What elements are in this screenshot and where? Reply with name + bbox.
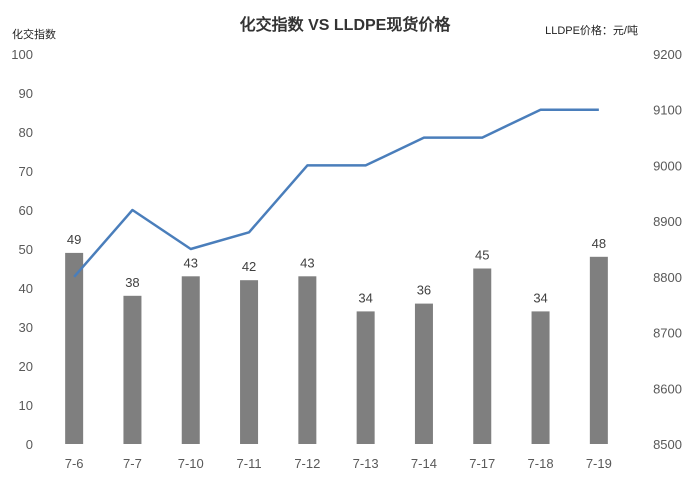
right-tick-label: 9200 <box>653 47 682 62</box>
x-tick-label: 7-14 <box>411 456 437 471</box>
bar <box>414 303 433 444</box>
left-tick-label: 0 <box>26 437 33 452</box>
bar <box>589 256 608 444</box>
right-tick-label: 8600 <box>653 381 682 396</box>
x-tick-label: 7-11 <box>237 456 262 471</box>
right-tick-label: 9000 <box>653 158 682 173</box>
bar-data-label: 42 <box>242 259 256 274</box>
bar <box>65 252 84 444</box>
right-axis-label: LLDPE价格：元/吨 <box>545 23 638 37</box>
bar <box>298 276 317 444</box>
bar-data-label: 43 <box>300 255 314 270</box>
left-tick-label: 40 <box>19 281 33 296</box>
bar-data-label: 45 <box>475 248 489 263</box>
bar-data-label: 43 <box>184 255 198 270</box>
left-tick-label: 60 <box>19 203 33 218</box>
left-tick-label: 20 <box>19 359 33 374</box>
left-tick-label: 10 <box>19 398 33 413</box>
x-tick-label: 7-7 <box>123 456 142 471</box>
left-tick-label: 80 <box>19 125 33 140</box>
x-tick-label: 7-19 <box>586 456 612 471</box>
x-tick-label: 7-12 <box>294 456 320 471</box>
x-tick-label: 7-10 <box>178 456 204 471</box>
x-tick-label: 7-13 <box>353 456 379 471</box>
bar-data-label: 34 <box>533 290 547 305</box>
left-tick-label: 30 <box>19 320 33 335</box>
bar-data-label: 34 <box>358 290 372 305</box>
bar <box>240 280 259 444</box>
right-tick-label: 8500 <box>653 437 682 452</box>
left-tick-label: 100 <box>11 47 33 62</box>
bar <box>356 311 375 444</box>
right-tick-label: 8800 <box>653 270 682 285</box>
price-line <box>73 108 599 278</box>
bar-data-label: 48 <box>592 236 606 251</box>
right-tick-label: 8700 <box>653 326 682 341</box>
left-axis-label: 化交指数 <box>12 27 56 41</box>
x-tick-label: 7-18 <box>528 456 554 471</box>
bar <box>181 276 200 444</box>
bar <box>123 295 142 444</box>
x-tick-label: 7-6 <box>65 456 84 471</box>
bar <box>473 268 492 444</box>
left-tick-label: 50 <box>19 242 33 257</box>
right-tick-label: 8900 <box>653 214 682 229</box>
bar <box>531 311 550 444</box>
left-tick-label: 70 <box>19 164 33 179</box>
bar-data-label: 38 <box>125 275 139 290</box>
bar-data-label: 49 <box>67 232 81 247</box>
chart-title: 化交指数 VS LLDPE现货价格 <box>240 15 452 34</box>
x-tick-label: 7-17 <box>469 456 495 471</box>
left-tick-label: 90 <box>19 86 33 101</box>
right-tick-label: 9100 <box>653 103 682 118</box>
bar-data-label: 36 <box>417 283 431 298</box>
